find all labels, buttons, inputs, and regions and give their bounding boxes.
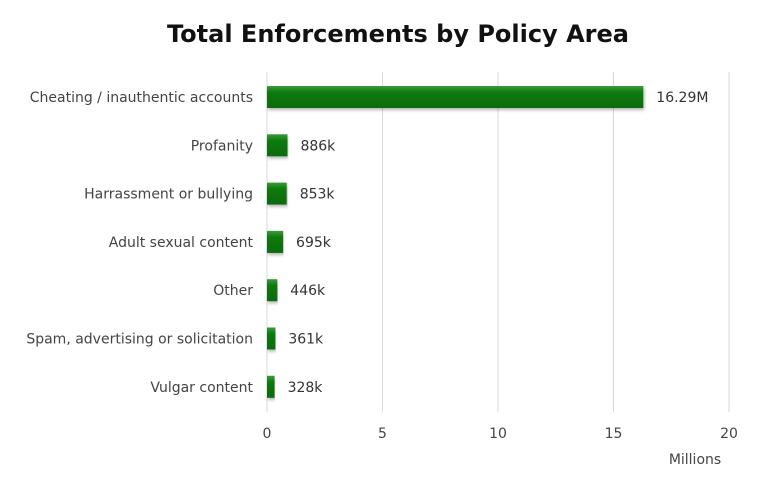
data-label: 446k	[290, 283, 326, 299]
bar	[267, 230, 284, 253]
x-tick-label: 10	[489, 426, 507, 442]
x-axis-label: Millions	[669, 452, 721, 468]
category-label: Vulgar content	[150, 380, 253, 396]
bar	[267, 375, 275, 398]
category-label: Other	[213, 283, 253, 299]
bar	[267, 327, 276, 350]
category-label: Harrassment or bullying	[84, 187, 253, 203]
x-tick-label: 5	[378, 426, 387, 442]
category-label: Cheating / inauthentic accounts	[30, 90, 253, 106]
data-label: 16.29M	[656, 90, 708, 106]
data-label: 853k	[300, 187, 336, 203]
chart-title: Total Enforcements by Policy Area	[167, 20, 629, 48]
bar	[267, 182, 287, 205]
x-tick-label: 15	[605, 426, 623, 442]
bar	[267, 86, 644, 108]
x-tick-label: 20	[720, 426, 738, 442]
bar	[267, 279, 278, 302]
x-tick-label: 0	[263, 426, 272, 442]
category-label: Spam, advertising or solicitation	[26, 332, 253, 348]
data-label: 886k	[300, 138, 336, 154]
category-label: Profanity	[191, 138, 253, 154]
category-label: Adult sexual content	[109, 235, 254, 251]
data-label: 361k	[288, 332, 324, 348]
data-label: 328k	[288, 380, 324, 396]
bar	[267, 134, 288, 157]
data-label: 695k	[296, 235, 332, 251]
